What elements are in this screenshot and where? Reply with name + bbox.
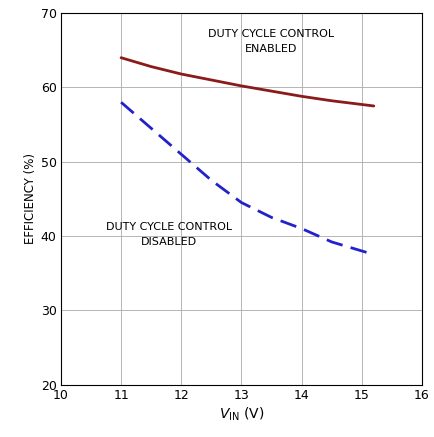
Text: DUTY CYCLE CONTROL: DUTY CYCLE CONTROL <box>208 29 334 39</box>
Text: ENABLED: ENABLED <box>245 44 297 54</box>
Text: DUTY CYCLE CONTROL: DUTY CYCLE CONTROL <box>106 222 232 232</box>
Text: DISABLED: DISABLED <box>141 237 197 247</box>
Y-axis label: EFFICIENCY (%): EFFICIENCY (%) <box>23 153 36 244</box>
Text: $V_{\mathrm{IN}}$ (V): $V_{\mathrm{IN}}$ (V) <box>218 406 263 423</box>
